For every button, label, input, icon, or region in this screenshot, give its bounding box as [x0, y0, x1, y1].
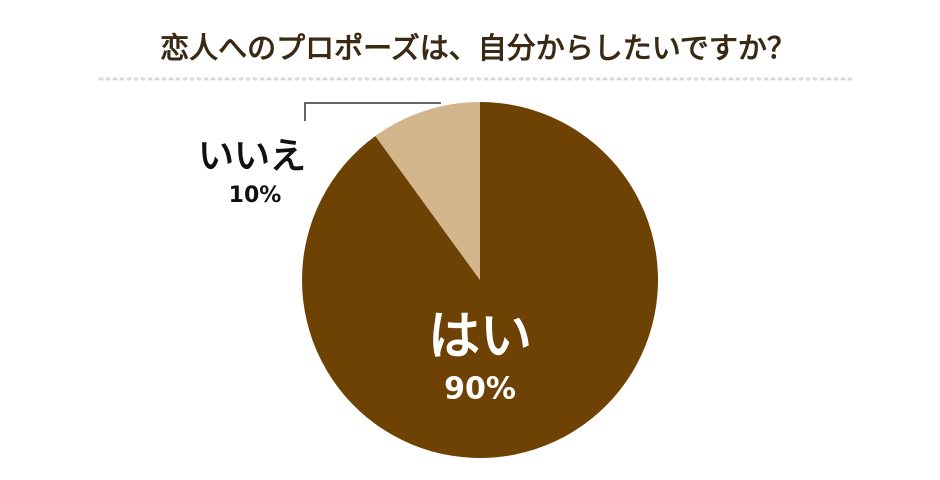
leader-line [304, 102, 441, 121]
slice-label: いいえ [198, 136, 306, 177]
pie-slice [375, 102, 480, 280]
slice-label: はい [428, 307, 532, 367]
value-label: 90% [444, 372, 516, 407]
chart-title: 恋人へのプロポーズは、自分からしたいですか？ [160, 31, 796, 65]
value-label: 10% [229, 183, 282, 208]
